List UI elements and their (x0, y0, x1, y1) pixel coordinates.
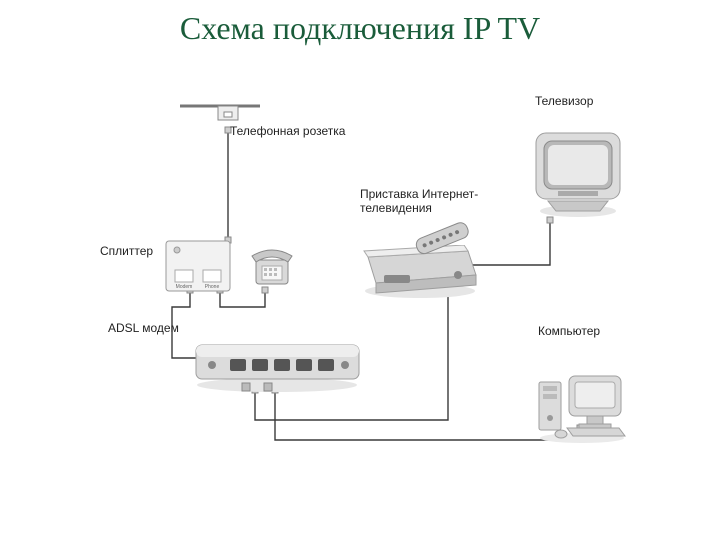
tv-label: Телевизор (535, 95, 593, 109)
phone-icon (248, 242, 296, 295)
splitter-label: Сплиттер (100, 245, 153, 259)
diagram-frame: Схема подключения IP TV Modem Phone (60, 10, 660, 530)
wall-label: Телефонная розетка (230, 125, 345, 139)
splitter-icon: Modem Phone (165, 240, 231, 297)
modem-label: ADSL модем (108, 322, 179, 336)
svg-text:Phone: Phone (205, 284, 220, 290)
stb-label: Приставка Интернет-телевидения (360, 188, 530, 216)
svg-text:Modem: Modem (176, 284, 193, 290)
modem-icon (190, 335, 365, 400)
tv-icon (528, 125, 628, 225)
computer-icon (535, 370, 630, 450)
remote-icon (408, 220, 478, 265)
pc-label: Компьютер (538, 325, 600, 339)
